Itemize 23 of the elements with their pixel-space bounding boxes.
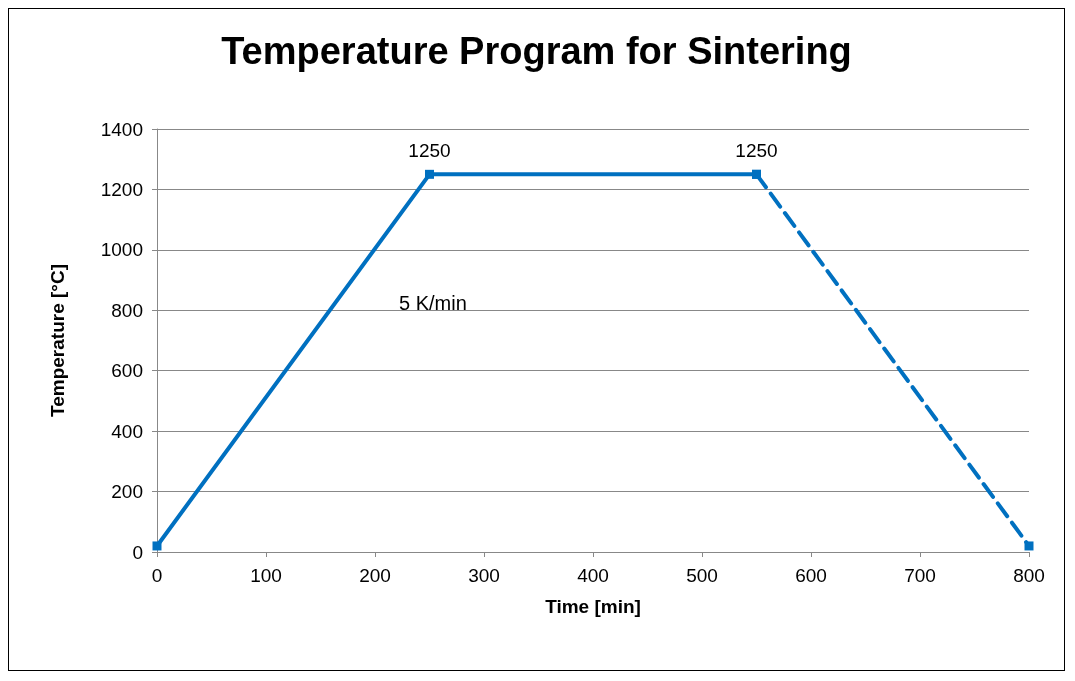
data-label: 1250 — [735, 139, 778, 161]
x-axis-title: Time [min] — [545, 596, 641, 617]
y-tick-label: 1000 — [100, 239, 143, 261]
y-axis-title: Temperature [°C] — [47, 264, 68, 417]
x-tick-label: 200 — [359, 565, 391, 586]
x-tick-label: 0 — [151, 565, 163, 586]
y-tick-label: 800 — [111, 299, 143, 321]
y-tick-label: 1200 — [100, 178, 143, 200]
y-tick-label: 600 — [111, 360, 143, 382]
y-tick-label: 400 — [111, 420, 143, 442]
x-tick-label: 800 — [1013, 565, 1045, 586]
y-tick-label: 0 — [132, 541, 143, 563]
annotation: 5 K/min — [399, 292, 467, 314]
x-tick-label: 600 — [795, 565, 827, 586]
x-tick-label: 100 — [250, 565, 282, 586]
x-tick-label: 500 — [686, 565, 718, 586]
y-tick-label: 1400 — [100, 118, 143, 140]
chart-title: Temperature Program for Sintering — [221, 30, 852, 72]
x-tick-label: 700 — [904, 565, 936, 586]
x-tick-label: 300 — [468, 565, 500, 586]
x-tick-label: 400 — [577, 565, 609, 586]
data-label: 1250 — [408, 139, 451, 161]
y-tick-label: 200 — [111, 481, 143, 503]
